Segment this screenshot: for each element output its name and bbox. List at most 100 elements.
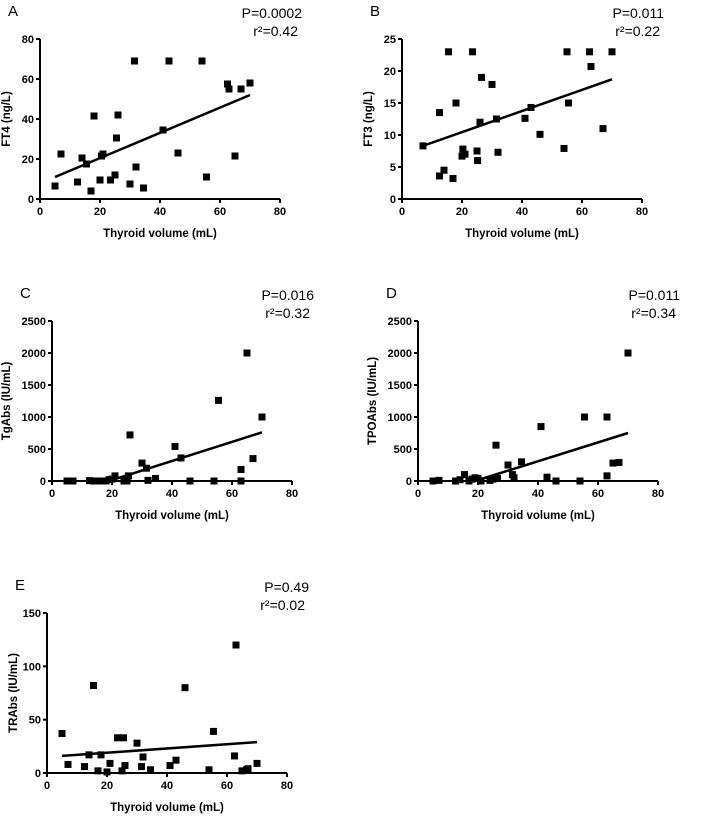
data-point xyxy=(231,152,239,160)
regression-line xyxy=(474,431,629,483)
x-tick-label: 80 xyxy=(652,488,664,500)
data-point xyxy=(126,180,134,188)
data-point xyxy=(186,477,194,485)
y-tick-label: 0 xyxy=(406,476,412,488)
data-point xyxy=(57,150,65,158)
y-tick-label: 20 xyxy=(22,154,34,166)
data-point xyxy=(436,172,443,180)
x-axis-title: Thyroid volume (mL) xyxy=(481,510,595,522)
x-tick-label: 80 xyxy=(274,206,286,218)
x-tick-label: 20 xyxy=(472,488,484,500)
data-point xyxy=(237,85,245,93)
data-point xyxy=(152,474,159,482)
x-tick-label: 80 xyxy=(281,780,293,792)
data-point xyxy=(429,477,437,485)
data-point xyxy=(118,767,126,775)
data-point xyxy=(436,109,443,117)
data-point xyxy=(107,176,114,184)
data-point xyxy=(510,474,518,482)
panel-c: C 0 20 40 60 80 0 500 1000 1500 2000 2500 Thyroid vo… xyxy=(1,285,314,522)
data-point xyxy=(140,184,147,192)
panel-letter: E xyxy=(15,577,25,594)
data-point xyxy=(587,63,595,71)
data-point xyxy=(103,768,111,776)
data-point xyxy=(106,759,114,767)
data-point xyxy=(599,125,607,133)
regression-line xyxy=(422,78,613,148)
data-point xyxy=(586,48,593,56)
x-axis-title: Thyroid volume (mL) xyxy=(465,228,579,240)
data-point xyxy=(476,118,484,126)
data-point xyxy=(237,465,245,473)
data-point xyxy=(95,477,102,485)
y-tick-label: 0 xyxy=(40,476,46,488)
y-axis-title: TgAbs (IU/mL) xyxy=(1,362,13,441)
y-tick-label: 2500 xyxy=(388,316,412,328)
y-tick-label: 60 xyxy=(22,74,34,86)
data-point xyxy=(521,114,529,122)
r-squared: r²=0.34 xyxy=(631,305,676,321)
y-tick-label: 2500 xyxy=(22,316,46,328)
y-axis-title: TPOAbs (IU/mL) xyxy=(367,357,379,445)
data-point xyxy=(249,455,257,463)
data-point xyxy=(83,160,90,168)
data-point xyxy=(51,182,59,190)
data-point xyxy=(81,763,88,771)
data-point xyxy=(478,73,485,81)
data-point xyxy=(543,473,551,481)
data-point xyxy=(85,751,93,759)
data-point xyxy=(518,458,525,466)
data-point xyxy=(111,472,119,480)
data-point xyxy=(603,413,611,421)
data-point xyxy=(133,739,141,747)
y-tick-label: 25 xyxy=(384,34,396,46)
data-point xyxy=(114,111,122,119)
p-value: P=0.011 xyxy=(628,287,680,303)
x-axis-title: Thyroid volume (mL) xyxy=(110,802,224,814)
data-point xyxy=(177,454,185,462)
y-tick-label: 20 xyxy=(384,66,396,78)
data-point xyxy=(86,477,93,485)
data-point xyxy=(121,762,129,770)
data-point xyxy=(237,477,245,485)
y-tick-label: 50 xyxy=(29,715,41,727)
data-point xyxy=(469,48,476,56)
data-point xyxy=(210,727,217,735)
data-point xyxy=(215,396,222,404)
x-tick-label: 0 xyxy=(37,206,43,218)
data-point xyxy=(493,115,500,123)
data-point xyxy=(449,175,457,183)
data-point xyxy=(435,476,443,484)
data-point xyxy=(210,477,218,485)
data-point xyxy=(131,57,138,65)
data-point xyxy=(114,734,121,742)
data-point xyxy=(126,431,134,439)
data-point xyxy=(96,176,104,184)
data-point xyxy=(552,477,560,485)
x-axis-title: Thyroid volume (mL) xyxy=(115,510,229,522)
data-point xyxy=(473,147,481,155)
data-point xyxy=(563,48,571,56)
y-axis-title: TRAbs (IU/mL) xyxy=(8,653,20,733)
data-point xyxy=(492,441,500,449)
panel-b: B 0 20 40 60 80 0 5 10 15 20 25 Thyroid volume (mL) F… xyxy=(363,3,664,240)
data-point xyxy=(461,471,468,479)
data-point xyxy=(560,144,568,152)
x-tick-label: 20 xyxy=(456,206,468,218)
y-tick-label: 5 xyxy=(390,162,396,174)
data-point xyxy=(445,48,452,56)
p-value: P=0.011 xyxy=(612,5,664,21)
y-tick-label: 10 xyxy=(384,130,396,142)
data-point xyxy=(527,103,535,111)
data-point xyxy=(78,154,86,162)
r-squared: r²=0.32 xyxy=(265,305,310,321)
y-tick-label: 15 xyxy=(384,98,396,110)
data-point xyxy=(139,753,147,761)
x-tick-label: 40 xyxy=(516,206,528,218)
panel-a: A 0 20 40 60 80 0 20 40 60 80 Thyroid volume (mL) FT… xyxy=(1,3,302,240)
data-point xyxy=(171,442,179,450)
data-point xyxy=(111,171,119,179)
regression-line xyxy=(61,740,258,758)
data-point xyxy=(90,112,98,120)
